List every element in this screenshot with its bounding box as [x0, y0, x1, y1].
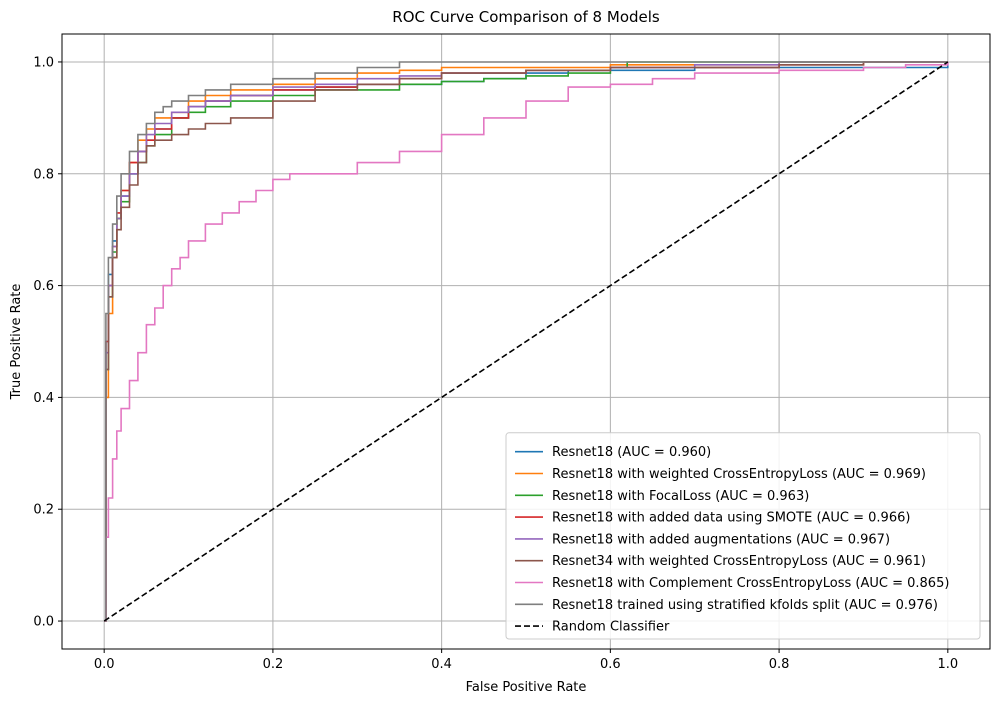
legend: Resnet18 (AUC = 0.960) Resnet18 with weig… [505, 432, 981, 640]
series-line-8 [104, 61, 948, 622]
y-tick-label: 0.0 [33, 615, 54, 630]
plot-frame [61, 33, 991, 650]
series-layer [103, 61, 949, 622]
x-tick-label: 0.8 [769, 657, 790, 672]
legend-entry: Resnet34 with weighted CrossEntropyLoss … [552, 554, 926, 569]
legend-entry: Random Classifier [552, 620, 670, 635]
series-line-9 [103, 61, 949, 622]
legend-entry: Resnet18 (AUC = 0.960) [552, 445, 711, 460]
legend-box [505, 432, 981, 640]
y-axis-label: True Positive Rate [9, 284, 24, 401]
series-line-6 [104, 61, 948, 622]
ticks: 0.0 0.2 0.4 0.6 0.8 1.0 0.0 0.2 0.4 0.6 0.8 1.0 [33, 55, 958, 672]
y-tick-label: 0.2 [33, 503, 54, 518]
legend-entry: Resnet18 with added augmentations (AUC =… [552, 532, 890, 547]
y-tick-label: 0.6 [33, 279, 54, 294]
x-tick-label: 0.0 [94, 657, 115, 672]
chart-title: ROC Curve Comparison of 8 Models [392, 8, 660, 26]
x-axis-label: False Positive Rate [466, 680, 587, 695]
y-tick-label: 0.4 [33, 391, 54, 406]
legend-entry: Resnet18 trained using stratified kfolds… [552, 598, 938, 613]
x-tick-label: 1.0 [937, 657, 958, 672]
legend-entry: Resnet18 with added data using SMOTE (AU… [552, 511, 910, 526]
x-tick-label: 0.6 [600, 657, 621, 672]
x-tick-label: 0.4 [431, 657, 452, 672]
legend-entry: Resnet18 with Complement CrossEntropyLos… [552, 576, 949, 591]
legend-entry: Resnet18 with weighted CrossEntropyLoss … [552, 467, 926, 482]
x-tick-label: 0.2 [263, 657, 284, 672]
series-line-7 [104, 62, 949, 622]
y-tick-label: 1.0 [33, 55, 54, 70]
legend-entry: Resnet18 with FocalLoss (AUC = 0.963) [552, 489, 809, 504]
y-tick-label: 0.8 [33, 167, 54, 182]
